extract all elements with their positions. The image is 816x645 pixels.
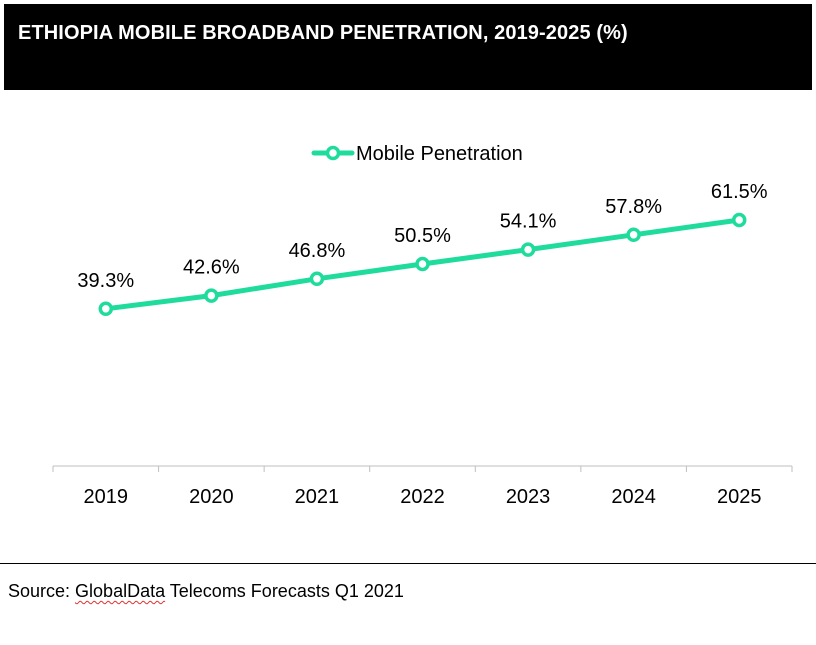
source-rest: Telecoms Forecasts Q1 2021 (165, 581, 404, 601)
source-note: Source: GlobalData Telecoms Forecasts Q1… (8, 581, 404, 602)
chart-title: ETHIOPIA MOBILE BROADBAND PENETRATION, 2… (18, 22, 628, 44)
data-label: 50.5% (394, 225, 451, 247)
line-chart: 2019 2020 2021 2022 2023 2024 2025 39.3% 42.6% 46… (52, 143, 793, 508)
legend-label: Mobile Penetration (356, 143, 523, 165)
legend-marker (325, 145, 341, 161)
data-label: 39.3% (77, 270, 134, 292)
source-prefix: Source: (8, 581, 76, 601)
data-label: 61.5% (711, 181, 768, 203)
data-point-marker (415, 256, 430, 272)
data-label: 57.8% (605, 196, 662, 218)
data-point-marker (731, 212, 747, 228)
x-tick-label: 2023 (506, 486, 551, 508)
data-point-marker (204, 288, 219, 303)
x-tick-label: 2025 (717, 486, 762, 508)
x-tick-label: 2019 (84, 486, 129, 508)
source-publisher: GlobalData (75, 581, 166, 601)
data-point-marker (98, 301, 114, 317)
data-label: 46.8% (289, 240, 346, 262)
data-label: 42.6% (183, 257, 240, 279)
x-tick-label: 2021 (295, 486, 340, 508)
source-divider (0, 563, 816, 564)
data-label: 54.1% (500, 211, 557, 233)
x-tick-label: 2024 (611, 486, 656, 508)
x-tick-label: 2020 (189, 486, 234, 508)
data-point-marker (520, 242, 536, 257)
data-point-marker (626, 227, 641, 243)
title-bar: ETHIOPIA MOBILE BROADBAND PENETRATION, 2… (4, 4, 812, 90)
x-tick-label: 2022 (400, 486, 445, 508)
data-point-marker (309, 271, 325, 287)
